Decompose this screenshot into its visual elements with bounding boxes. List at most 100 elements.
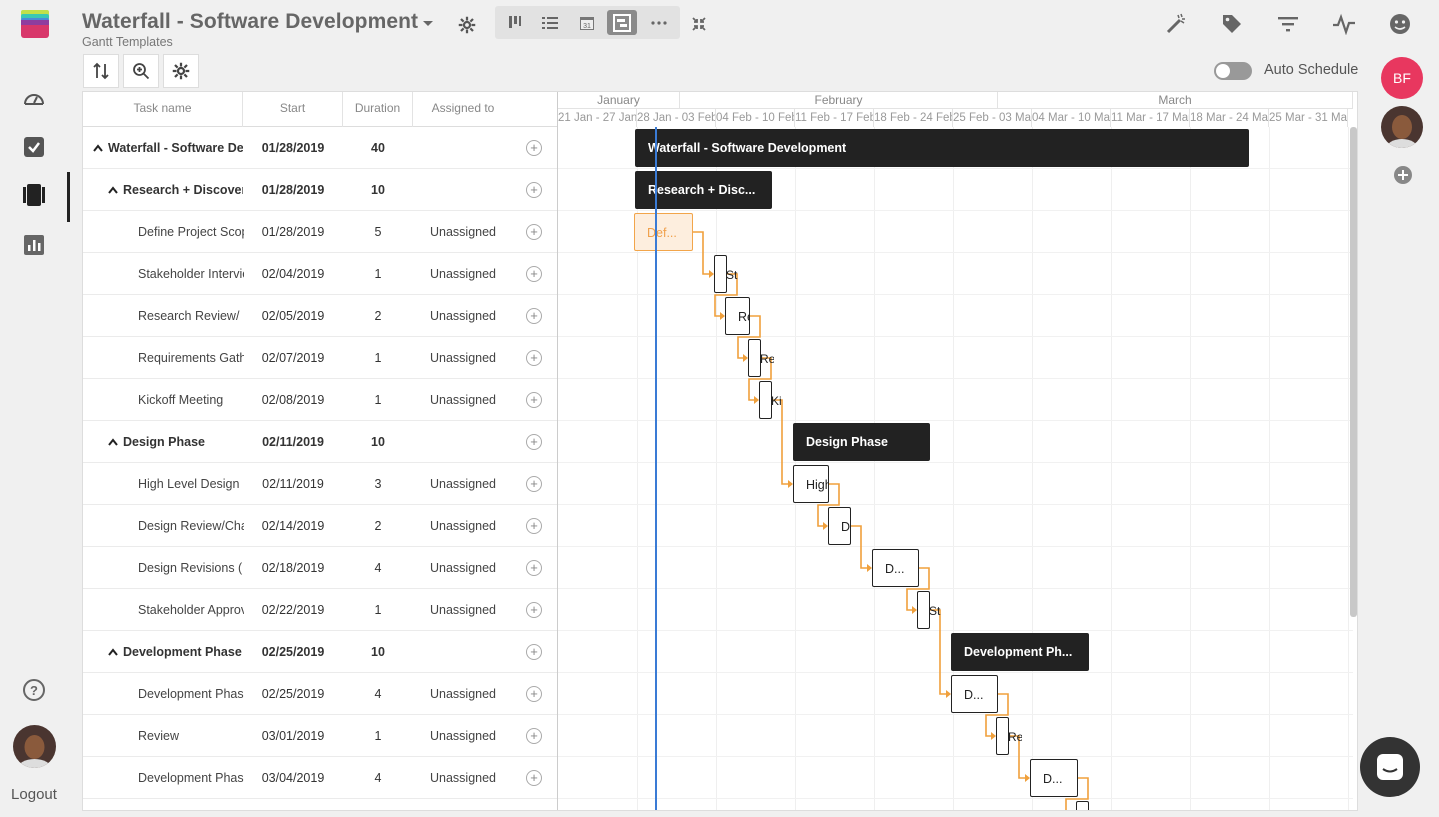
gantt-view-icon[interactable] xyxy=(607,10,637,35)
summary-row[interactable]: Design Phase 02/11/2019 10 + xyxy=(83,421,557,463)
filter-icon[interactable] xyxy=(1276,12,1300,36)
task-bar[interactable]: Re xyxy=(748,339,774,377)
start-date-cell[interactable]: 03/01/2019 xyxy=(261,729,325,743)
task-bar[interactable]: Def... xyxy=(634,213,693,251)
start-date-cell[interactable]: 03/04/2019 xyxy=(261,771,325,785)
assigned-cell[interactable]: Unassigned xyxy=(429,351,496,365)
add-subtask-icon[interactable]: + xyxy=(526,350,542,366)
summary-bar[interactable]: Design Phase xyxy=(793,423,930,461)
task-name-cell[interactable]: Development Phase xyxy=(138,771,244,785)
help-icon[interactable]: ? xyxy=(21,677,47,703)
add-member-icon[interactable] xyxy=(1391,163,1415,187)
summary-bar[interactable]: Waterfall - Software Development xyxy=(635,129,1249,167)
task-bar[interactable] xyxy=(1076,801,1089,810)
vertical-scrollbar[interactable] xyxy=(1350,127,1357,617)
task-name-cell[interactable]: Design Review/Changes xyxy=(138,519,244,533)
task-bar[interactable]: De xyxy=(828,507,851,545)
add-subtask-icon[interactable]: + xyxy=(526,392,542,408)
duration-cell[interactable]: 10 xyxy=(371,183,385,197)
add-subtask-icon[interactable]: + xyxy=(526,266,542,282)
list-view-icon[interactable] xyxy=(535,10,565,35)
assigned-cell[interactable]: Unassigned xyxy=(429,519,496,533)
add-subtask-icon[interactable]: + xyxy=(526,224,542,240)
duration-cell[interactable]: 2 xyxy=(374,519,382,533)
add-subtask-icon[interactable]: + xyxy=(526,686,542,702)
auto-schedule-toggle[interactable] xyxy=(1214,62,1252,80)
add-subtask-icon[interactable]: + xyxy=(526,560,542,576)
assigned-cell[interactable]: Unassigned xyxy=(429,477,496,491)
collapse-chevron-icon[interactable] xyxy=(108,421,120,463)
dependency-link[interactable] xyxy=(851,525,868,569)
duration-cell[interactable]: 2 xyxy=(374,309,382,323)
task-row[interactable]: Design Review/Changes 02/14/2019 2 Unassign… xyxy=(83,505,557,547)
column-header-start[interactable]: Start xyxy=(243,92,343,127)
duration-cell[interactable]: 4 xyxy=(374,687,382,701)
column-header-task-name[interactable]: Task name xyxy=(83,92,243,127)
task-row[interactable]: Design Revisions (02/18/2019 4 Unassigned + xyxy=(83,547,557,589)
task-name-cell[interactable]: Design Phase xyxy=(108,421,243,463)
task-row[interactable]: Kickoff Meeting 02/08/2019 1 Unassigned + xyxy=(83,379,557,421)
dependency-link[interactable] xyxy=(930,609,947,695)
add-subtask-icon[interactable]: + xyxy=(526,728,542,744)
sort-button[interactable] xyxy=(83,54,119,88)
member-avatar-bf[interactable]: BF xyxy=(1381,57,1423,99)
start-date-cell[interactable]: 02/18/2019 xyxy=(261,561,325,575)
more-views-icon[interactable] xyxy=(644,10,674,35)
activity-icon[interactable] xyxy=(1332,12,1356,36)
task-name-cell[interactable]: Define Project Scope xyxy=(138,225,244,239)
logout-link[interactable]: Logout xyxy=(11,786,57,803)
summary-bar[interactable]: Development Ph... xyxy=(951,633,1089,671)
assigned-cell[interactable]: Unassigned xyxy=(429,267,496,281)
add-subtask-icon[interactable]: + xyxy=(526,644,542,660)
dependency-link[interactable] xyxy=(906,567,930,611)
duration-cell[interactable]: 3 xyxy=(374,477,382,491)
start-date-cell[interactable]: 02/25/2019 xyxy=(261,687,325,701)
task-row[interactable]: Development Phase 03/04/2019 4 Unassigned + xyxy=(83,757,557,799)
task-row[interactable]: Review 03/01/2019 1 Unassigned + xyxy=(83,715,557,757)
task-row[interactable]: Requirements Gathering 02/07/2019 1 Unassig… xyxy=(83,337,557,379)
duration-cell[interactable]: 4 xyxy=(374,561,382,575)
reports-icon[interactable] xyxy=(21,232,47,258)
task-row[interactable]: Stakeholder Approval 02/22/2019 1 Unassigne… xyxy=(83,589,557,631)
task-name-cell[interactable]: Stakeholder Approval xyxy=(138,603,244,617)
dependency-link[interactable] xyxy=(737,315,761,359)
task-name-cell[interactable]: Research Review/ xyxy=(138,309,240,323)
start-date-cell[interactable]: 01/28/2019 xyxy=(261,141,325,155)
duration-cell[interactable]: 1 xyxy=(374,351,382,365)
assigned-cell[interactable]: Unassigned xyxy=(429,225,496,239)
dependency-link[interactable] xyxy=(693,231,710,275)
task-row[interactable]: Research Review/02/05/2019 2 Unassigned + xyxy=(83,295,557,337)
task-name-cell[interactable]: Research + Discovery xyxy=(108,169,243,211)
tasks-icon[interactable] xyxy=(21,134,47,160)
user-avatar[interactable] xyxy=(13,725,56,768)
task-bar[interactable]: Re xyxy=(996,717,1022,755)
column-header-duration[interactable]: Duration xyxy=(343,92,413,127)
collapse-chevron-icon[interactable] xyxy=(108,631,120,673)
summary-row[interactable]: Research + Discovery 01/28/2019 10 + xyxy=(83,169,557,211)
duration-cell[interactable]: 40 xyxy=(371,141,385,155)
assigned-cell[interactable]: Unassigned xyxy=(429,309,496,323)
duration-cell[interactable]: 10 xyxy=(371,435,385,449)
gantt-settings-button[interactable] xyxy=(163,54,199,88)
task-name-cell[interactable]: Design Revisions ( xyxy=(138,561,243,575)
start-date-cell[interactable]: 02/14/2019 xyxy=(261,519,325,533)
task-name-cell[interactable]: Kickoff Meeting xyxy=(138,393,224,407)
dependency-link[interactable] xyxy=(985,693,1009,737)
summary-bar[interactable]: Research + Disc... xyxy=(635,171,772,209)
tag-icon[interactable] xyxy=(1220,12,1244,36)
assigned-cell[interactable]: Unassigned xyxy=(429,687,496,701)
task-bar[interactable]: High xyxy=(793,465,829,503)
start-date-cell[interactable]: 02/11/2019 xyxy=(262,435,324,449)
project-settings-gear-icon[interactable] xyxy=(455,13,479,37)
app-logo[interactable] xyxy=(19,8,51,40)
collapse-chevron-icon[interactable] xyxy=(108,169,120,211)
member-avatar[interactable] xyxy=(1381,106,1423,148)
task-name-cell[interactable]: Waterfall - Software Development xyxy=(93,127,243,169)
start-date-cell[interactable]: 02/11/2019 xyxy=(262,477,324,491)
chat-launcher-button[interactable] xyxy=(1360,737,1420,797)
dashboard-icon[interactable] xyxy=(21,86,47,112)
column-header-assigned[interactable]: Assigned to xyxy=(431,101,495,115)
start-date-cell[interactable]: 02/05/2019 xyxy=(261,309,325,323)
collapse-icon[interactable] xyxy=(687,12,711,36)
task-row[interactable]: Define Project Scope 01/28/2019 5 Unassigne… xyxy=(83,211,557,253)
